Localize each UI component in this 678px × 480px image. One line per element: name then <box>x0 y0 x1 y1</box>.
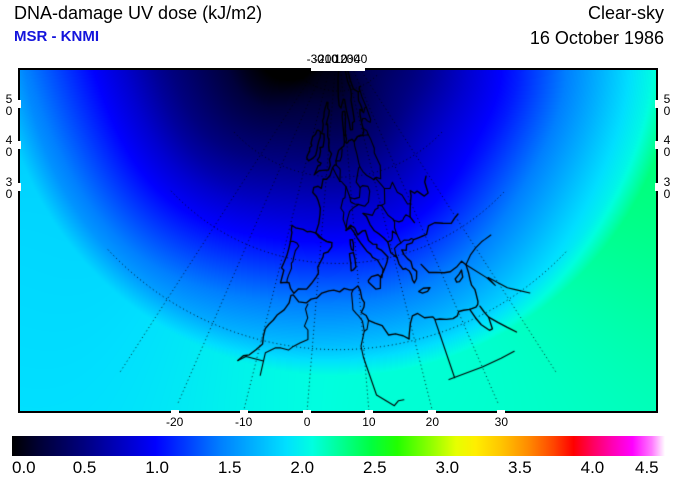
colorbar <box>12 436 665 456</box>
institute-label: MSR - KNMI <box>14 28 99 45</box>
axis-left-tick-label: 50 <box>2 91 16 116</box>
colorbar-tick-label: 2.0 <box>290 458 315 477</box>
axis-tick <box>18 183 21 192</box>
axis-right-tick-label: 30 <box>660 175 674 200</box>
axis-bottom-tick-label: 30 <box>494 415 509 429</box>
axis-top-tick-label: -10 <box>320 52 338 66</box>
axis-top-tick-label: -20 <box>314 52 332 66</box>
axis-top-tick-label: 0 <box>331 52 339 66</box>
axis-tick <box>311 68 320 71</box>
axis-bottom-tick-label: 0 <box>303 415 311 429</box>
colorbar-tick-label: 1.5 <box>217 458 242 477</box>
colorbar-tick-label: 0.0 <box>12 458 36 477</box>
axis-right-tick-label: 50 <box>660 91 674 116</box>
colorbar-tick-label: 4.0 <box>580 458 605 477</box>
axis-top-tick-label: 30 <box>346 52 360 66</box>
axis-top-tick-label: 10 <box>334 52 348 66</box>
axis-tick <box>342 68 351 71</box>
axis-right-tick-label: 40 <box>660 133 674 158</box>
axis-bottom-tick-label: -10 <box>234 415 253 429</box>
colorbar-gradient <box>12 436 665 456</box>
axis-tick <box>497 410 506 413</box>
axis-tick <box>655 141 658 150</box>
axis-tick <box>655 183 658 192</box>
axis-tick <box>428 410 437 413</box>
axis-tick <box>18 99 21 108</box>
uv-dose-heatmap <box>20 70 656 411</box>
axis-top-tick-label: 20 <box>340 52 354 66</box>
axis-tick <box>325 68 334 71</box>
map-plot-area <box>18 68 658 413</box>
axis-tick <box>331 68 340 71</box>
date-label: 16 October 1986 <box>529 28 664 48</box>
axis-tick <box>318 68 327 71</box>
axis-tick <box>364 410 373 413</box>
axis-bottom-tick-label: 10 <box>362 415 376 429</box>
axis-tick <box>336 68 345 71</box>
axis-bottom-tick-label: 20 <box>425 415 440 429</box>
colorbar-tick-label: 3.0 <box>435 458 460 477</box>
axis-tick <box>655 99 658 108</box>
axis-top-tick-label: 40 <box>354 52 368 66</box>
axis-tick <box>303 410 312 413</box>
colorbar-tick-label: 2.5 <box>362 458 387 477</box>
axis-tick <box>239 410 248 413</box>
axis-top-tick-label: -30 <box>306 52 324 66</box>
colorbar-tick-label: 0.5 <box>72 458 97 477</box>
axis-tick <box>170 410 179 413</box>
axis-left-tick-label: 30 <box>2 175 16 200</box>
sky-condition-label: Clear-sky <box>587 3 664 23</box>
page-title: DNA-damage UV dose (kJ/m2) <box>14 3 263 23</box>
axis-bottom-tick-label: -20 <box>165 415 184 429</box>
axis-left-tick-label: 40 <box>2 133 16 158</box>
colorbar-tick-label: 3.5 <box>508 458 532 477</box>
axis-tick <box>356 68 365 71</box>
colorbar-tick-label: 1.0 <box>145 458 169 477</box>
axis-tick <box>349 68 358 71</box>
colorbar-tick-label: 4.5 <box>635 458 659 477</box>
axis-tick <box>18 141 21 150</box>
